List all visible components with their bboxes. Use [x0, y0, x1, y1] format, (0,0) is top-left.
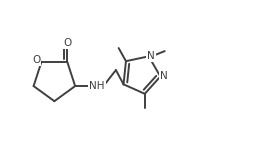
Text: O: O [32, 55, 40, 65]
Text: NH: NH [89, 81, 105, 91]
Text: N: N [160, 71, 168, 81]
Text: O: O [63, 38, 71, 48]
Text: N: N [147, 51, 155, 61]
